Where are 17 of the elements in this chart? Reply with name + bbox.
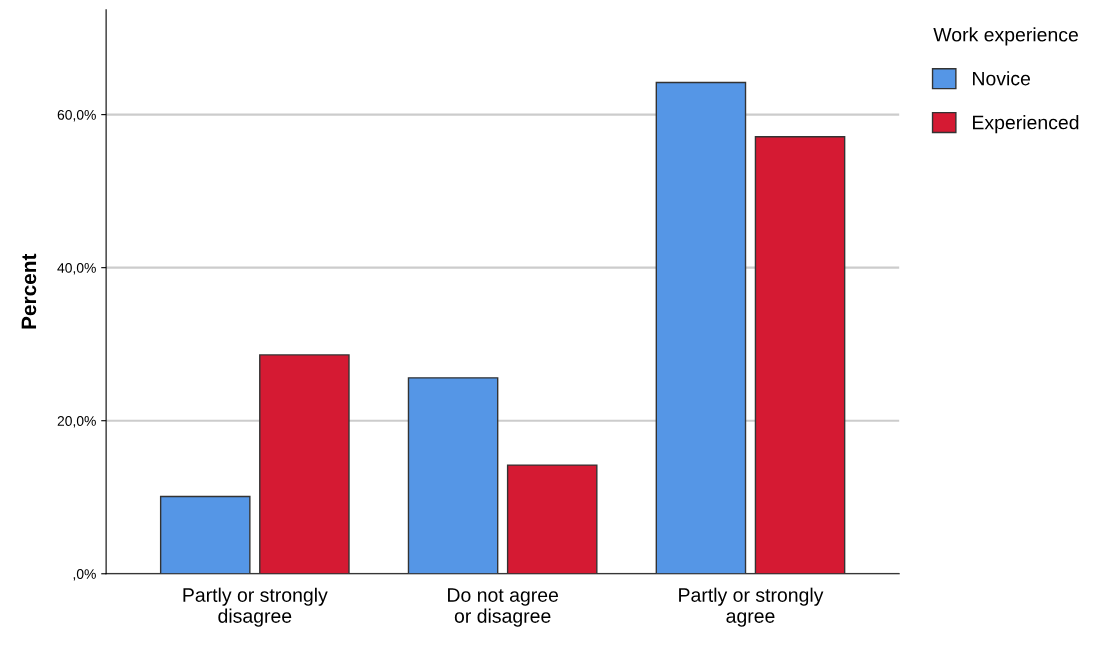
bar — [259, 354, 350, 574]
bar — [655, 81, 747, 574]
legend-label: Novice — [973, 71, 1031, 86]
legend-title: Work experience — [933, 27, 1078, 46]
x-tick-label: Do not agree or disagree — [448, 588, 558, 627]
bar — [506, 464, 598, 574]
bar — [159, 495, 251, 574]
y-axis-title: Percent — [21, 253, 37, 329]
x-tick-label: Partly or strongly agree — [679, 587, 824, 627]
y-tick-label: 40,0% — [57, 263, 96, 275]
bar — [754, 136, 846, 574]
y-tick-label: 60,0% — [57, 109, 96, 122]
x-tick-label: Partly or strongly disagree — [183, 587, 328, 627]
legend-label: Experienced — [973, 115, 1079, 134]
bar — [407, 377, 499, 574]
y-tick-label: 20,0% — [57, 416, 96, 428]
y-tick-label: ,0% — [73, 569, 96, 581]
